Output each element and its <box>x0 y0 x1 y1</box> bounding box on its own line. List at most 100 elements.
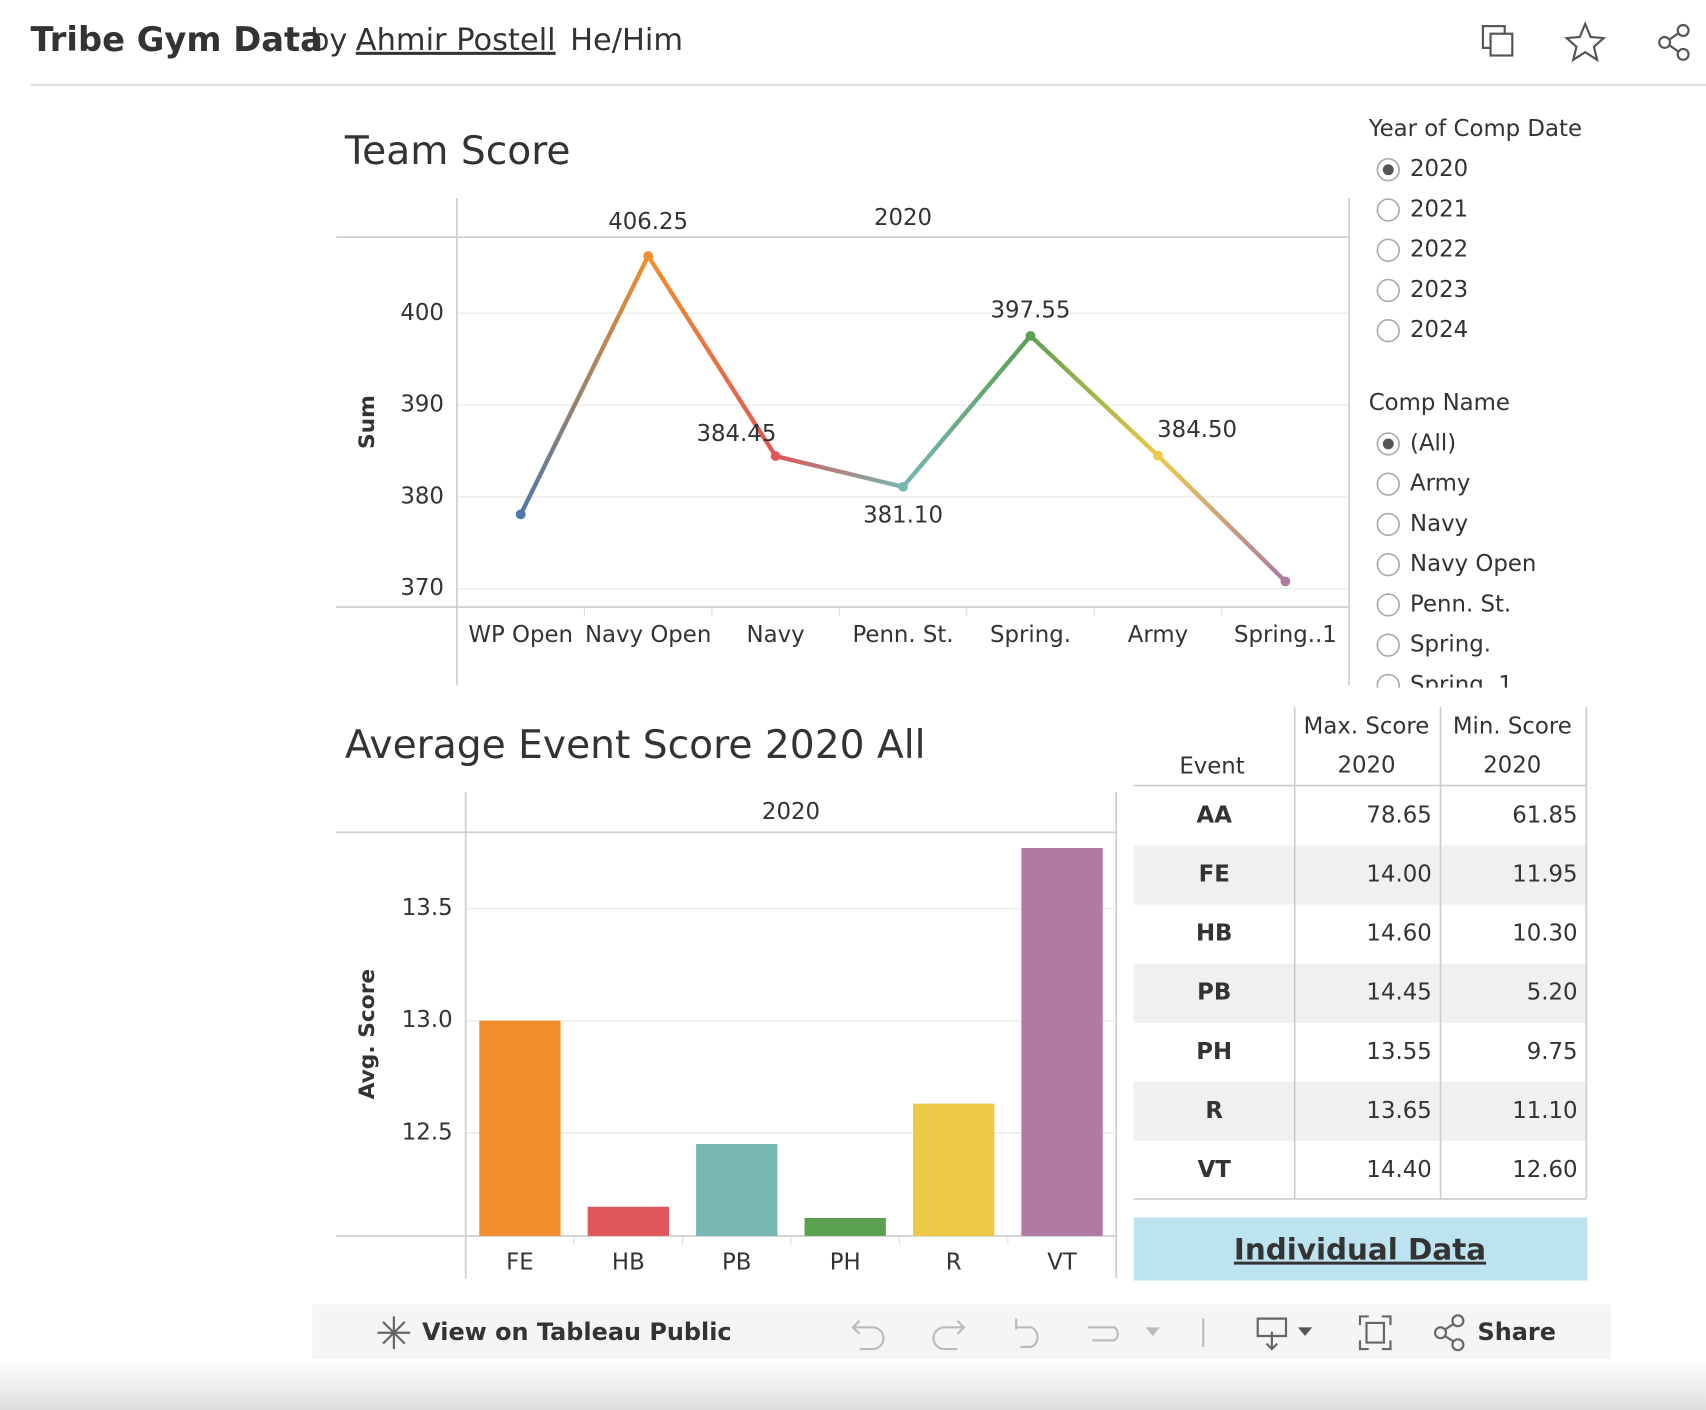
option-label: Navy Open <box>1410 551 1536 577</box>
table-header: Event <box>1179 754 1244 780</box>
x-tick-label: WP Open <box>468 622 573 648</box>
chart-title: Team Score <box>344 129 571 174</box>
line-point <box>643 251 654 261</box>
table-cell: PB <box>1197 980 1231 1006</box>
table-header: Min. Score <box>1453 713 1572 739</box>
radio-button <box>1376 319 1400 343</box>
radio-button <box>1376 593 1400 617</box>
option-label: Penn. St. <box>1410 591 1511 617</box>
redo-icon[interactable] <box>932 1320 966 1351</box>
data-label: 397.55 <box>991 297 1071 323</box>
data-label: 384.50 <box>1157 417 1237 443</box>
x-tick-label: PH <box>830 1250 861 1276</box>
table-cell: 9.75 <box>1527 1039 1578 1065</box>
toolbar <box>312 1304 1612 1359</box>
table-cell: AA <box>1197 802 1233 828</box>
line-segment <box>773 453 906 490</box>
bar <box>912 1103 995 1236</box>
button-label[interactable]: Individual Data <box>1234 1233 1486 1267</box>
individual-data-button[interactable] <box>1133 1217 1588 1281</box>
table-cell: R <box>1205 1098 1223 1124</box>
bar <box>804 1217 886 1236</box>
filter-option[interactable]: 2023 <box>1376 277 1468 303</box>
radio-button <box>1376 278 1400 303</box>
bar <box>696 1143 778 1236</box>
x-tick-label: Spring..1 <box>1234 622 1337 648</box>
table-cell: 14.00 <box>1366 862 1431 888</box>
x-tick-label: HB <box>612 1250 645 1276</box>
refresh-icon[interactable] <box>1088 1326 1119 1342</box>
option-label: Spring. <box>1410 632 1491 658</box>
filter-option[interactable]: Spring. <box>1376 632 1491 658</box>
share-icon[interactable] <box>1658 23 1690 61</box>
option-label: 2024 <box>1410 317 1468 343</box>
fullscreen-icon[interactable] <box>1358 1315 1392 1351</box>
share-button[interactable]: Share <box>1477 1318 1555 1346</box>
x-tick-label: Penn. St. <box>852 622 953 648</box>
view-on-tableau[interactable]: View on Tableau Public <box>422 1318 731 1346</box>
column-header: 2020 <box>762 799 820 825</box>
x-tick-label: Navy Open <box>585 622 711 648</box>
revert-icon[interactable] <box>1015 1318 1039 1348</box>
table-cell: 14.45 <box>1366 980 1431 1006</box>
bottom-fade <box>0 1359 1706 1410</box>
filter-option[interactable]: Navy <box>1376 511 1468 537</box>
option-label: Army <box>1410 471 1470 497</box>
filter-option[interactable]: Navy Open <box>1376 551 1536 577</box>
radio-button <box>1376 198 1400 222</box>
x-tick-label: Spring. <box>990 622 1071 648</box>
favorite-icon[interactable] <box>1564 21 1607 63</box>
y-tick-label: 370 <box>400 575 444 601</box>
row-band <box>1133 1081 1587 1141</box>
option-label: Spring..1 <box>1410 672 1513 698</box>
radio-dot <box>1382 438 1394 450</box>
x-tick-label: PB <box>722 1250 751 1276</box>
filter-option[interactable]: 2022 <box>1376 237 1468 263</box>
row-band <box>1133 963 1587 1023</box>
author-link[interactable]: Ahmir Postell <box>356 23 556 58</box>
data-label: 381.10 <box>863 503 943 529</box>
pronouns: He/Him <box>570 23 683 58</box>
dropdown-arrow[interactable] <box>1145 1327 1160 1337</box>
row-band <box>1133 845 1587 905</box>
line-point <box>898 481 908 492</box>
filter-option[interactable]: 2021 <box>1376 196 1468 222</box>
undo-icon[interactable] <box>851 1320 885 1351</box>
line-segment <box>900 333 1033 490</box>
table-cell: 12.60 <box>1512 1157 1577 1183</box>
filter-option[interactable]: 2024 <box>1376 317 1468 343</box>
filter-option[interactable]: Spring..1 <box>1376 672 1513 698</box>
copy-icon-front <box>1489 32 1514 57</box>
line-point <box>515 509 526 520</box>
filter-option[interactable]: 2020 <box>1376 156 1468 182</box>
y-tick-label: 390 <box>400 392 444 418</box>
share-toolbar-icon[interactable] <box>1433 1314 1465 1352</box>
table-cell: HB <box>1196 921 1233 947</box>
option-label: Navy <box>1410 511 1468 537</box>
tableau-icon[interactable] <box>377 1316 411 1350</box>
table-cell: 14.60 <box>1366 921 1431 947</box>
table-cell: 11.95 <box>1512 862 1577 888</box>
table-cell: 5.20 <box>1527 980 1578 1006</box>
table-cell: FE <box>1199 862 1230 888</box>
table-cell: VT <box>1198 1157 1232 1183</box>
download-arrow[interactable] <box>1297 1327 1313 1337</box>
y-tick-label: 13.5 <box>402 895 453 921</box>
filter-title: Comp Name <box>1369 390 1510 416</box>
filter-option[interactable]: Army <box>1376 471 1470 497</box>
download-icon[interactable] <box>1256 1317 1288 1351</box>
table-cell: PH <box>1196 1039 1232 1065</box>
line-segment <box>645 253 778 459</box>
x-tick-label: VT <box>1047 1250 1078 1276</box>
line-segment <box>518 253 651 517</box>
option-label: 2022 <box>1410 237 1468 263</box>
bar <box>587 1206 669 1236</box>
filter-panel: Year of Comp Date 2020 2021 2022 2023 2024 Com… <box>1368 116 1582 698</box>
filter-option[interactable]: Penn. St. <box>1376 591 1511 617</box>
table-cell: 11.10 <box>1512 1098 1577 1124</box>
bar <box>1021 847 1103 1236</box>
filter-option[interactable]: (All) <box>1376 430 1456 456</box>
x-tick-label: R <box>946 1250 962 1276</box>
